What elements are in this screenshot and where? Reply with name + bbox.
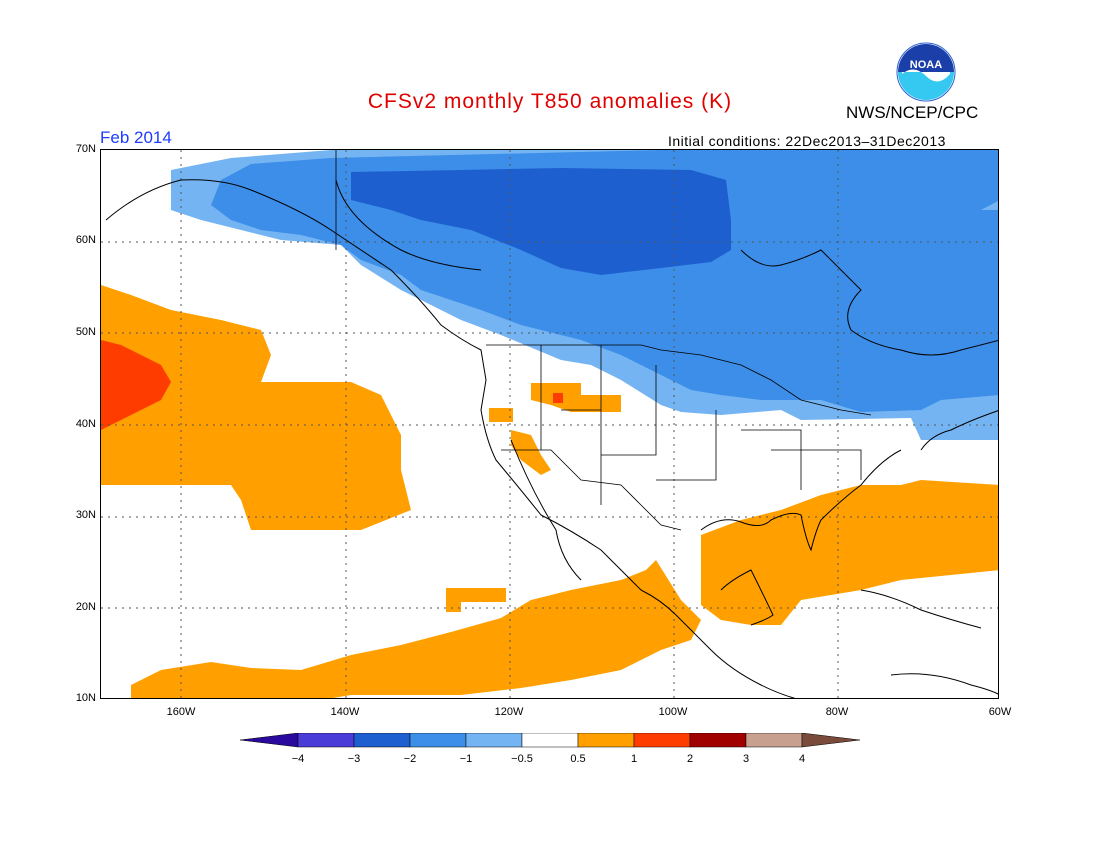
legend-swatch-below-neg4 <box>240 733 299 748</box>
lat-label-50n: 50N <box>75 326 96 338</box>
warm-anomaly-small-patch <box>446 588 506 612</box>
warm-anomaly-gulf <box>701 480 998 625</box>
agency-label: NWS/NCEP/CPC <box>846 103 979 122</box>
lat-label-40n: 40N <box>75 418 96 430</box>
legend-label-neg2: −2 <box>403 753 417 765</box>
lon-label-160w: 160W <box>166 706 196 718</box>
borders <box>335 150 872 531</box>
warm-anomaly-pacific-core <box>101 340 171 430</box>
lon-label-140w: 140W <box>330 706 360 718</box>
lat-label-20n: 20N <box>75 601 96 613</box>
legend-label-2: 2 <box>686 753 694 765</box>
legend-label-neg4: −4 <box>291 753 305 765</box>
warm-anomaly-pacific <box>101 285 411 530</box>
anomaly-map <box>100 149 999 699</box>
graticule <box>101 150 998 698</box>
chart-title: CFSv2 monthly T850 anomalies (K) <box>367 90 733 113</box>
lon-label-100w: 100W <box>658 706 688 718</box>
legend-swatch-neutral <box>521 733 579 748</box>
noaa-logo-icon: NOAA <box>896 42 956 102</box>
svg-text:NOAA: NOAA <box>910 59 942 71</box>
lon-label-120w: 120W <box>494 706 524 718</box>
legend-label-05: 0.5 <box>570 753 586 765</box>
legend-swatch-3-4 <box>745 733 803 748</box>
color-legend <box>240 733 860 748</box>
lon-label-60w: 60W <box>988 706 1012 718</box>
legend-label-neg05: −0.5 <box>511 753 533 765</box>
legend-label-3: 3 <box>742 753 750 765</box>
warm-anomaly-basin-core <box>553 393 563 403</box>
forecast-month: Feb 2014 <box>100 128 172 147</box>
legend-label-neg1: −1 <box>459 753 473 765</box>
lat-label-60n: 60N <box>75 234 96 246</box>
lat-label-70n: 70N <box>75 143 96 155</box>
legend-swatch-neg4-neg3 <box>297 733 355 748</box>
legend-swatch-neg2-neg1 <box>409 733 467 748</box>
legend-swatch-05-1 <box>577 733 635 748</box>
legend-swatch-1-2 <box>633 733 691 748</box>
initial-conditions: Initial conditions: 22Dec2013–31Dec2013 <box>668 133 946 149</box>
warm-anomaly-great-basin <box>531 383 621 412</box>
warm-anomaly-nevada <box>511 430 551 475</box>
cold-anomaly-strong <box>351 168 731 275</box>
legend-swatch-neg1-neg05 <box>465 733 523 748</box>
legend-label-4: 4 <box>798 753 806 765</box>
lat-label-30n: 30N <box>75 509 96 521</box>
warm-anomaly-california <box>489 408 513 422</box>
map-canvas <box>101 150 998 698</box>
legend-label-neg3: −3 <box>347 753 361 765</box>
lon-label-80w: 80W <box>825 706 849 718</box>
lat-label-10n: 10N <box>75 692 96 704</box>
warm-anomaly-tropical <box>131 560 701 698</box>
legend-swatch-neg3-neg2 <box>353 733 411 748</box>
coastlines <box>105 179 998 698</box>
legend-swatch-above-4 <box>801 733 860 748</box>
legend-swatch-2-3 <box>689 733 747 748</box>
legend-label-1: 1 <box>630 753 638 765</box>
